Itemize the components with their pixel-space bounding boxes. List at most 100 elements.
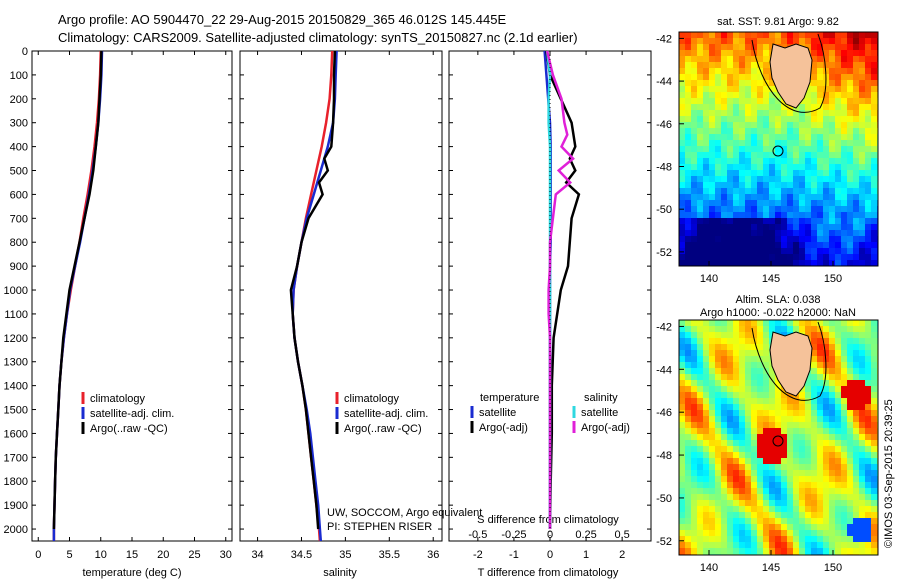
map-cell xyxy=(811,56,818,63)
map-cell xyxy=(775,392,782,399)
map-cell xyxy=(721,470,728,477)
map-cell xyxy=(703,356,710,363)
x-tick-label: 35 xyxy=(339,549,351,561)
map-cell xyxy=(745,416,752,423)
map-cell xyxy=(679,494,686,501)
map-cell xyxy=(679,116,686,123)
map-cell xyxy=(697,332,704,339)
map-cell xyxy=(817,200,824,207)
map-cell xyxy=(811,476,818,483)
map-cell xyxy=(811,236,818,243)
map-cell xyxy=(823,236,830,243)
map-cell xyxy=(679,476,686,483)
map-cell xyxy=(709,440,716,447)
map-cell xyxy=(679,164,686,171)
map-cell xyxy=(787,248,794,255)
x-tick-label: 25 xyxy=(188,549,200,561)
map-cell xyxy=(703,260,710,266)
map-cell xyxy=(763,50,770,57)
map-cell xyxy=(847,170,854,177)
map-cell xyxy=(829,326,836,333)
series-line-3 xyxy=(52,50,103,530)
map-cell xyxy=(817,470,824,477)
map-cell xyxy=(829,158,836,165)
map-cell xyxy=(709,98,716,105)
temperature-x-axis: 0 5 10 15 20 25 30 xyxy=(35,51,232,561)
map-cell xyxy=(811,248,818,255)
map-cell xyxy=(685,338,692,345)
map-cell xyxy=(715,362,722,369)
map-cell xyxy=(829,512,836,519)
map-cell xyxy=(799,422,806,429)
map-cell xyxy=(757,476,764,483)
map-cell xyxy=(871,494,878,501)
map-cell xyxy=(781,146,788,153)
map-y-tick-label: -44 xyxy=(656,364,672,376)
map-cell xyxy=(829,380,836,387)
map-cell xyxy=(841,122,848,129)
map-cell xyxy=(757,158,764,165)
map-cell xyxy=(715,458,722,465)
map-cell xyxy=(835,170,842,177)
map-cell xyxy=(745,374,752,381)
map-cell xyxy=(769,326,776,333)
map-cell xyxy=(781,116,788,123)
map-cell xyxy=(721,332,728,339)
map-cell xyxy=(709,344,716,351)
map-cell xyxy=(865,146,872,153)
map-cell xyxy=(751,548,758,555)
map-cell xyxy=(757,362,764,369)
map-cell xyxy=(769,500,776,507)
map-cell xyxy=(745,242,752,249)
map-cell xyxy=(781,398,788,405)
map-cell xyxy=(751,404,758,411)
map-cell xyxy=(817,524,824,531)
map-cell xyxy=(721,74,728,81)
map-cell xyxy=(775,488,782,495)
map-cell xyxy=(685,212,692,219)
map-cell xyxy=(745,254,752,261)
map-cell xyxy=(751,62,758,69)
map-cell xyxy=(847,98,854,105)
difference-series xyxy=(543,50,581,541)
map-cell xyxy=(853,404,860,411)
map-cell xyxy=(721,410,728,417)
map-cell xyxy=(829,464,836,471)
map-cell xyxy=(871,218,878,225)
map-cell xyxy=(871,104,878,111)
map-cell xyxy=(679,332,686,339)
map-cell xyxy=(679,374,686,381)
map-cell xyxy=(811,338,818,345)
map-cell xyxy=(823,320,830,327)
map-cell xyxy=(823,164,830,171)
map-cell xyxy=(703,530,710,537)
map-cell xyxy=(697,206,704,213)
map-cell xyxy=(841,536,848,543)
map-cell xyxy=(829,62,836,69)
map-cell xyxy=(811,62,818,69)
map-cell xyxy=(763,338,770,345)
map-cell xyxy=(709,260,716,266)
map-cell xyxy=(763,470,770,477)
map-cell xyxy=(733,548,740,555)
map-cell xyxy=(805,242,812,249)
map-cell xyxy=(865,62,872,69)
map-cell xyxy=(841,416,848,423)
map-cell xyxy=(853,482,860,489)
map-cell xyxy=(859,452,866,459)
map-cell xyxy=(697,350,704,357)
x-tick-label: 30 xyxy=(220,549,232,561)
map-cell xyxy=(793,440,800,447)
map-cell xyxy=(853,104,860,111)
map-cell xyxy=(799,476,806,483)
map-cell xyxy=(697,356,704,363)
map-cell xyxy=(859,176,866,183)
map-cell xyxy=(817,260,824,266)
map-cell xyxy=(679,152,686,159)
map-cell xyxy=(703,392,710,399)
map-cell xyxy=(781,392,788,399)
map-cell xyxy=(859,416,866,423)
map-cell xyxy=(781,506,788,513)
sla-map xyxy=(679,320,878,555)
map-cell xyxy=(691,446,698,453)
